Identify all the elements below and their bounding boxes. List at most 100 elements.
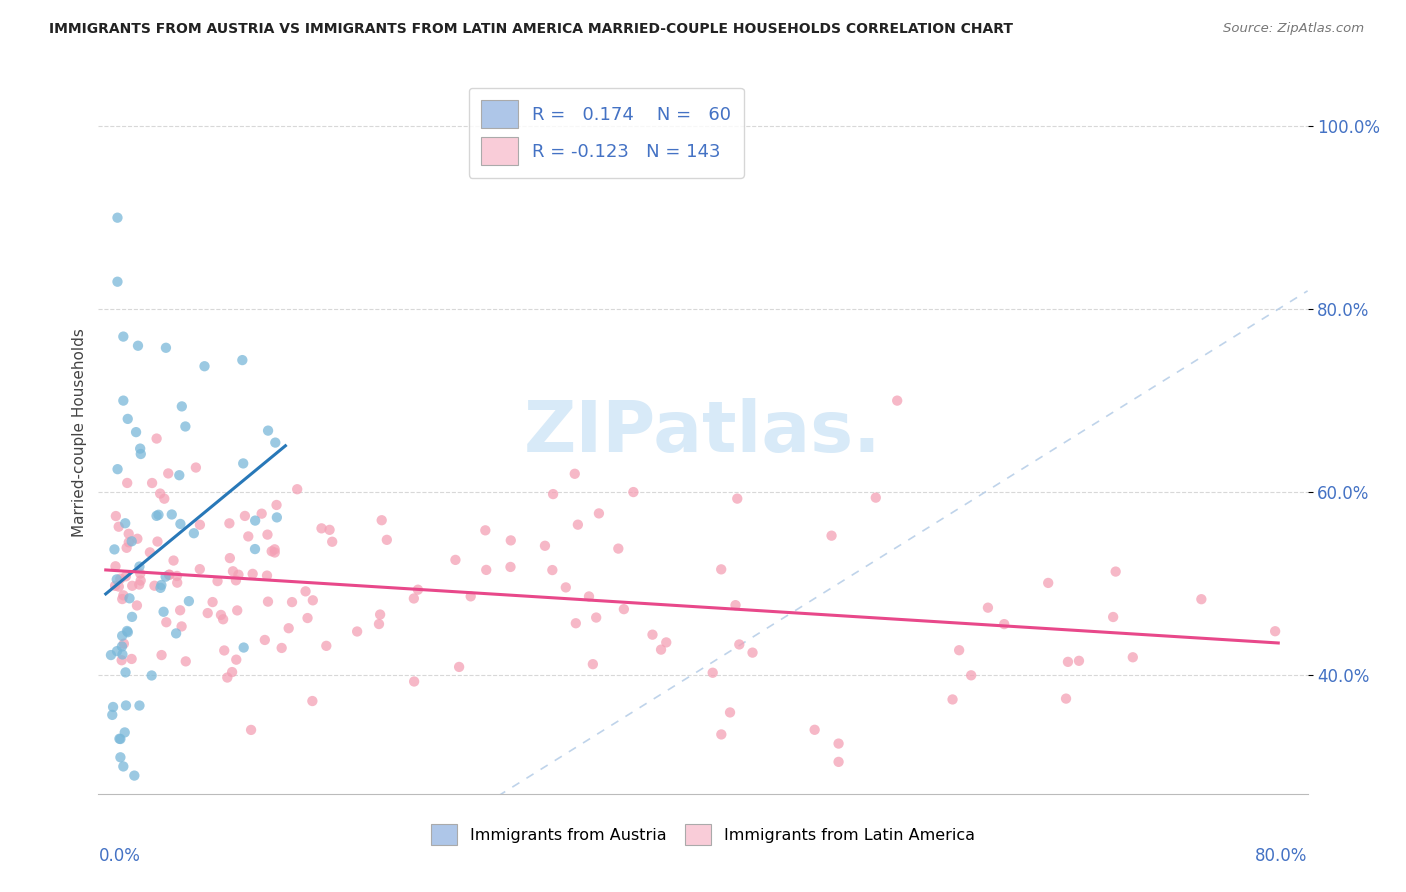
Point [886,393,908,408]
Point [718,706,741,720]
Point [115,698,138,713]
Point [321,534,343,549]
Point [724,598,747,612]
Point [149,486,172,500]
Point [139,545,162,559]
Point [112,637,135,651]
Point [105,644,128,658]
Point [865,491,887,505]
Point [499,560,522,574]
Point [240,723,263,737]
Point [260,544,283,558]
Point [150,578,173,592]
Text: IMMIGRANTS FROM AUSTRIA VS IMMIGRANTS FROM LATIN AMERICA MARRIED-COUPLE HOUSEHOL: IMMIGRANTS FROM AUSTRIA VS IMMIGRANTS FR… [49,22,1014,37]
Point [112,329,135,343]
Point [160,508,183,522]
Point [728,637,751,651]
Point [993,617,1015,632]
Text: 80.0%: 80.0% [1256,847,1308,864]
Point [607,541,630,556]
Point [100,648,122,662]
Point [105,573,128,587]
Point [212,612,235,626]
Point [225,574,247,588]
Point [368,617,391,632]
Point [621,485,644,500]
Point [209,607,232,622]
Point [474,524,496,538]
Point [231,353,253,368]
Text: 0.0%: 0.0% [98,847,141,864]
Point [257,424,280,438]
Point [111,640,134,654]
Point [193,359,215,374]
Point [368,607,391,622]
Point [406,582,429,597]
Point [554,581,576,595]
Point [588,507,610,521]
Point [1122,650,1144,665]
Point [112,393,135,408]
Point [243,542,266,557]
Point [585,610,607,624]
Point [710,727,733,741]
Point [297,611,319,625]
Point [169,468,191,483]
Point [115,569,138,583]
Point [613,602,636,616]
Point [277,621,299,635]
Point [188,562,211,576]
Point [263,542,285,557]
Y-axis label: Married-couple Households: Married-couple Households [72,328,87,537]
Point [110,750,132,764]
Point [111,648,134,662]
Point [101,707,124,722]
Point [567,517,589,532]
Point [1105,565,1128,579]
Point [827,755,849,769]
Point [541,487,564,501]
Point [129,442,152,456]
Point [499,533,522,548]
Point [104,509,127,524]
Point [141,668,163,682]
Point [221,665,243,679]
Point [564,467,586,481]
Point [107,462,129,476]
Point [311,521,333,535]
Point [375,533,398,547]
Point [162,553,184,567]
Point [256,527,278,541]
Point [146,534,169,549]
Point [169,516,191,531]
Point [145,432,167,446]
Point [111,629,134,643]
Point [114,665,136,680]
Point [218,551,240,566]
Point [301,694,323,708]
Point [270,640,292,655]
Point [107,275,129,289]
Point [655,635,678,649]
Point [101,700,124,714]
Point [183,526,205,541]
Point [534,539,557,553]
Point [941,692,963,706]
Point [104,579,127,593]
Point [263,545,285,559]
Point [115,624,138,638]
Point [820,529,842,543]
Point [285,482,308,496]
Point [977,600,1000,615]
Point [370,513,392,527]
Point [226,603,249,617]
Point [107,211,129,225]
Point [143,579,166,593]
Point [184,460,207,475]
Point [228,567,250,582]
Point [155,569,177,583]
Point [111,592,134,607]
Point [125,425,148,439]
Point [741,646,763,660]
Point [449,660,471,674]
